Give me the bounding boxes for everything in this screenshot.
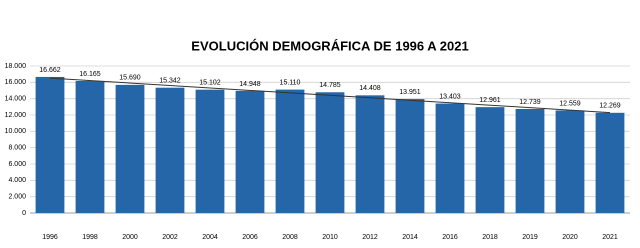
bar xyxy=(155,87,185,213)
value-label: 12.269 xyxy=(599,103,621,110)
x-tick-label: 2020 xyxy=(562,234,578,241)
x-tick-label: 2010 xyxy=(322,234,338,241)
bar xyxy=(355,95,385,213)
bar xyxy=(315,92,345,213)
value-label: 16.662 xyxy=(39,67,61,74)
y-tick-label: 18.000 xyxy=(5,63,27,70)
bar xyxy=(555,110,585,213)
x-tick-label: 2012 xyxy=(362,234,378,241)
bar xyxy=(275,89,305,213)
value-label: 15.342 xyxy=(159,78,181,85)
chart-title: EVOLUCIÓN DEMOGRÁFICA DE 1996 A 2021 xyxy=(191,38,468,53)
bar xyxy=(115,84,145,214)
value-label: 16.165 xyxy=(79,71,101,78)
value-label: 15.690 xyxy=(119,75,141,82)
value-label: 12.559 xyxy=(559,100,581,107)
bar xyxy=(475,107,505,213)
y-tick-label: 0 xyxy=(22,210,26,217)
value-label: 12.961 xyxy=(479,97,501,104)
x-tick-label: 2014 xyxy=(402,234,418,241)
y-tick-label: 8.000 xyxy=(8,145,26,152)
x-tick-label: 2000 xyxy=(122,234,138,241)
bar xyxy=(515,108,545,213)
x-tick-label: 2016 xyxy=(442,234,458,241)
x-tick-label: 2004 xyxy=(202,234,218,241)
y-tick-label: 2.000 xyxy=(8,194,26,201)
y-tick-label: 4.000 xyxy=(8,177,26,184)
value-label: 15.110 xyxy=(280,79,301,86)
bar xyxy=(75,80,105,213)
x-tick-label: 2018 xyxy=(482,234,498,241)
y-tick-label: 10.000 xyxy=(5,128,27,135)
value-label: 14.948 xyxy=(239,81,261,88)
x-tick-label: 2006 xyxy=(242,234,258,241)
bar xyxy=(595,112,625,213)
value-label: 14.408 xyxy=(359,85,381,92)
bar xyxy=(395,99,425,213)
y-tick-label: 16.000 xyxy=(5,79,27,86)
x-tick-label: 2019 xyxy=(522,234,538,241)
value-label: 12.739 xyxy=(519,99,541,106)
x-tick-label: 2021 xyxy=(602,234,618,241)
value-label: 13.403 xyxy=(439,93,461,100)
value-label: 15.102 xyxy=(199,80,221,87)
value-label: 13.951 xyxy=(399,89,421,96)
value-label: 14.785 xyxy=(319,82,341,89)
x-tick-label: 2002 xyxy=(162,234,178,241)
x-tick-label: 2008 xyxy=(282,234,298,241)
bar xyxy=(35,76,65,213)
bar xyxy=(195,89,225,213)
y-tick-label: 12.000 xyxy=(5,112,27,119)
trend-line xyxy=(49,77,611,114)
x-tick-label: 1998 xyxy=(82,234,98,241)
bar xyxy=(235,90,265,213)
y-tick-label: 6.000 xyxy=(8,161,26,168)
bar xyxy=(435,103,465,213)
x-tick-label: 1996 xyxy=(42,234,58,241)
y-tick-label: 14.000 xyxy=(5,96,27,103)
